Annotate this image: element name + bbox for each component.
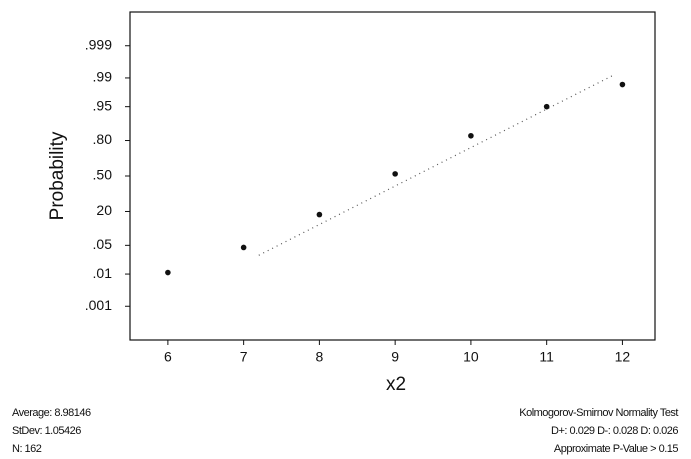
x-tick-label: 8 (315, 349, 323, 365)
x-axis-label: x2 (386, 374, 406, 395)
test-text: D+: 0.029 D-: 0.028 D: 0.026 (551, 425, 678, 437)
y-axis-label: Probability (47, 131, 68, 220)
x-tick-label: 9 (391, 349, 399, 365)
y-tick-label: .999 (85, 36, 112, 52)
y-tick-label: .05 (93, 236, 113, 252)
plot-frame (130, 12, 655, 340)
data-point (165, 270, 171, 276)
y-tick-label: .01 (93, 265, 113, 281)
x-tick-label: 10 (463, 349, 479, 365)
stat-text: Average: 8.98146 (12, 407, 91, 419)
data-point (544, 104, 550, 110)
y-tick-label: .80 (93, 131, 113, 147)
stat-text: N: 162 (12, 443, 42, 455)
data-point (468, 133, 474, 139)
data-point (241, 245, 247, 251)
y-tick-label: .95 (93, 97, 113, 113)
data-point (392, 171, 398, 177)
chart: Probability x2 .001 .01 .05 20 .50 .80 .95 .99.… (0, 0, 691, 459)
y-tick-label: .001 (85, 297, 112, 313)
x-tick-label: 12 (615, 349, 631, 365)
x-tick-label: 6 (164, 349, 172, 365)
x-tick-label: 11 (539, 349, 554, 365)
test-text: Kolmogorov-Smirnov Normality Test (519, 407, 678, 419)
data-point (620, 82, 626, 88)
x-tick-label: 7 (240, 349, 248, 365)
y-tick-label: 20 (96, 202, 112, 218)
fit-line (259, 74, 615, 255)
y-tick-label: .99 (93, 69, 113, 85)
test-text: Approximate P-Value > 0.15 (554, 443, 678, 455)
data-point (317, 212, 323, 218)
stat-text: StDev: 1.05426 (12, 425, 81, 437)
y-tick-label: .50 (93, 167, 113, 183)
